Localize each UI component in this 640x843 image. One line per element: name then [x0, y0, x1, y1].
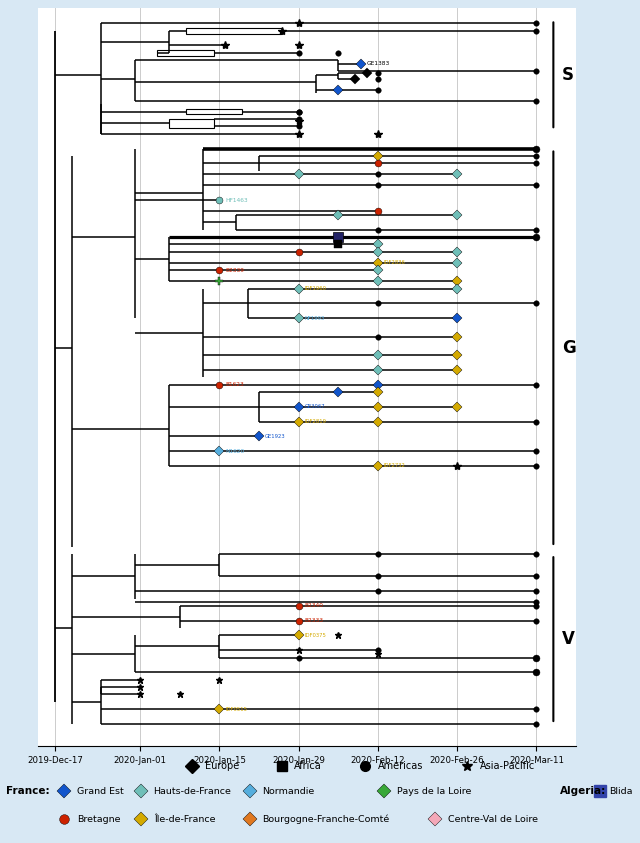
Text: GE3067: GE3067	[305, 405, 325, 409]
Text: GE1383: GE1383	[367, 62, 390, 67]
Text: Centre-Val de Loire: Centre-Val de Loire	[448, 815, 538, 824]
Text: N1620: N1620	[225, 448, 244, 454]
Text: V: V	[562, 630, 575, 648]
Text: Asia-Pacific: Asia-Pacific	[480, 760, 535, 771]
Text: Île-de-France: Île-de-France	[154, 815, 215, 824]
Bar	[186, 110, 242, 114]
Text: HF1463: HF1463	[225, 198, 248, 202]
Bar	[186, 28, 282, 34]
Text: Algeria:: Algeria:	[560, 786, 606, 796]
Text: IDF2819: IDF2819	[305, 419, 326, 424]
Bar	[168, 119, 214, 128]
Text: B1623: B1623	[225, 382, 244, 387]
Text: IDF2836: IDF2836	[383, 260, 406, 266]
Text: S: S	[562, 66, 574, 83]
Text: Americas: Americas	[378, 760, 423, 771]
Text: IDF0375: IDF0375	[305, 633, 326, 638]
Text: B2339: B2339	[225, 268, 244, 273]
Text: Blida: Blida	[609, 787, 633, 796]
Text: IDF0515: IDF0515	[225, 706, 247, 711]
Text: IDF1960: IDF1960	[305, 287, 326, 291]
Text: Europe: Europe	[205, 760, 239, 771]
Bar	[157, 50, 214, 56]
Text: Bretagne: Bretagne	[77, 815, 120, 824]
Text: B2333: B2333	[305, 618, 323, 623]
Text: G: G	[562, 339, 575, 357]
Text: Hauts-de-France: Hauts-de-France	[154, 787, 232, 796]
Text: GE1923: GE1923	[265, 434, 285, 438]
Text: France:: France:	[6, 786, 50, 796]
Text: B2340: B2340	[305, 604, 323, 609]
Text: NF1993: NF1993	[305, 316, 324, 320]
Text: Pays de la Loire: Pays de la Loire	[397, 787, 471, 796]
Text: Bourgogne-Franche-Comté: Bourgogne-Franche-Comté	[262, 814, 390, 824]
Text: Normandie: Normandie	[262, 787, 315, 796]
Text: Grand Est: Grand Est	[77, 787, 124, 796]
Text: Africa: Africa	[294, 760, 322, 771]
Text: IDF2732: IDF2732	[383, 464, 406, 468]
